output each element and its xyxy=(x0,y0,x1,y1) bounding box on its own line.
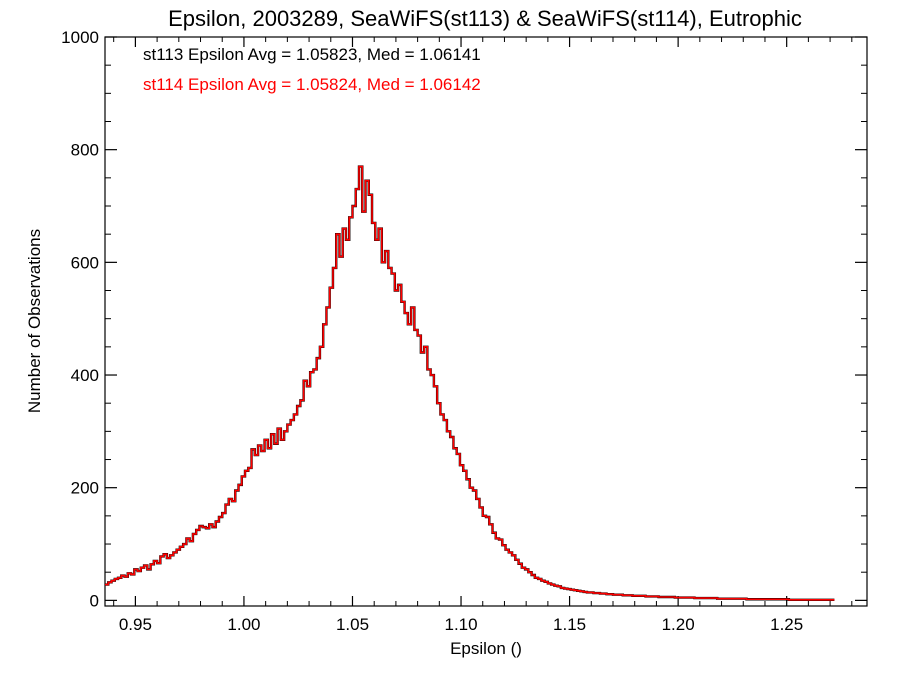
series-line-st113 xyxy=(105,165,835,601)
x-tick-label: 1.10 xyxy=(444,615,477,634)
y-tick-label: 600 xyxy=(71,253,99,272)
x-tick-label: 1.00 xyxy=(227,615,260,634)
annotation-st113: st113 Epsilon Avg = 1.05823, Med = 1.061… xyxy=(143,45,481,64)
x-axis-label: Epsilon () xyxy=(450,639,522,658)
y-tick-label: 200 xyxy=(71,479,99,498)
y-axis-ticks: 0 200 400 600 800 1000 xyxy=(61,28,867,610)
y-tick-label: 800 xyxy=(71,141,99,160)
x-tick-label: 0.95 xyxy=(119,615,152,634)
annotation-st114: st114 Epsilon Avg = 1.05824, Med = 1.061… xyxy=(143,75,481,94)
x-tick-label: 1.15 xyxy=(553,615,586,634)
y-tick-label: 1000 xyxy=(61,28,99,47)
y-tick-label: 400 xyxy=(71,366,99,385)
chart-title: Epsilon, 2003289, SeaWiFS(st113) & SeaWi… xyxy=(168,6,802,31)
x-tick-label: 1.25 xyxy=(770,615,803,634)
plot-frame xyxy=(104,36,868,607)
series-line-st114 xyxy=(105,165,835,601)
y-tick-label: 0 xyxy=(90,591,99,610)
series-layer xyxy=(105,165,835,601)
x-axis-ticks: 0.95 1.00 1.05 1.10 1.15 1.20 1.25 xyxy=(113,37,853,634)
y-axis-label: Number of Observations xyxy=(25,229,44,413)
x-tick-label: 1.05 xyxy=(336,615,369,634)
plot-area: 0.95 1.00 1.05 1.10 1.15 1.20 1.25 0 200 400 600 8… xyxy=(61,28,868,634)
x-tick-label: 1.20 xyxy=(662,615,695,634)
